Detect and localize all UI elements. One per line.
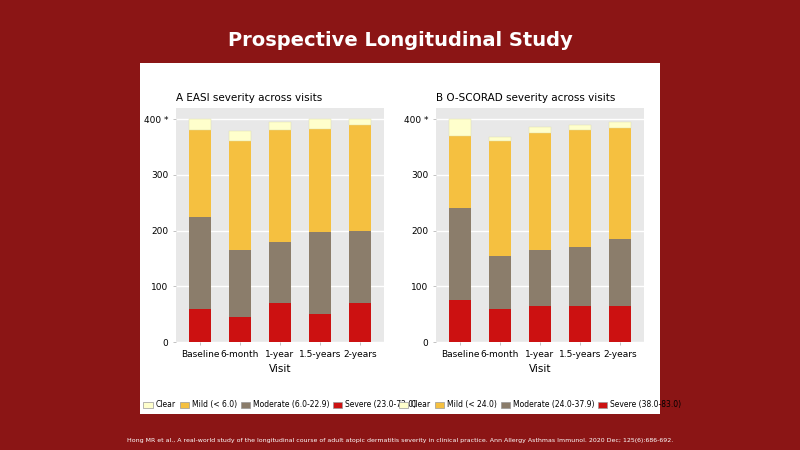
Bar	[349, 303, 371, 342]
Bar	[449, 208, 471, 300]
Bar	[189, 309, 211, 342]
Bar	[189, 130, 211, 216]
Bar	[229, 131, 251, 141]
Bar	[489, 141, 511, 256]
Bar	[229, 317, 251, 342]
Bar	[529, 306, 551, 342]
X-axis label: Visit: Visit	[529, 364, 551, 374]
Bar	[189, 119, 211, 130]
Bar	[569, 248, 591, 306]
Text: A EASI severity across visits: A EASI severity across visits	[176, 93, 322, 103]
Bar	[449, 136, 471, 208]
Bar	[269, 242, 291, 303]
Bar	[309, 232, 331, 314]
Bar	[489, 137, 511, 141]
Bar	[229, 250, 251, 317]
Bar	[309, 314, 331, 342]
Bar	[269, 303, 291, 342]
Bar	[309, 129, 331, 232]
Text: Prospective Longitudinal Study: Prospective Longitudinal Study	[228, 32, 572, 50]
Bar	[529, 127, 551, 133]
Bar	[569, 130, 591, 248]
Text: B O-SCORAD severity across visits: B O-SCORAD severity across visits	[436, 93, 615, 103]
Bar	[609, 127, 631, 239]
Bar	[449, 300, 471, 342]
Bar	[489, 256, 511, 309]
Legend: Clear, Mild (< 6.0), Moderate (6.0-22.9), Severe (23.0-72.0): Clear, Mild (< 6.0), Moderate (6.0-22.9)…	[140, 397, 420, 412]
Bar	[569, 306, 591, 342]
Bar	[229, 141, 251, 250]
Bar	[609, 122, 631, 127]
Bar	[609, 239, 631, 306]
Bar	[529, 133, 551, 250]
Bar	[349, 119, 371, 125]
Bar	[569, 125, 591, 130]
Bar	[449, 119, 471, 136]
Legend: Clear, Mild (< 24.0), Moderate (24.0-37.9), Severe (38.0-83.0): Clear, Mild (< 24.0), Moderate (24.0-37.…	[395, 397, 685, 412]
Bar	[189, 216, 211, 309]
Bar	[609, 306, 631, 342]
Bar	[529, 250, 551, 306]
Bar	[309, 119, 331, 129]
Bar	[349, 125, 371, 230]
Bar	[349, 230, 371, 303]
Bar	[269, 130, 291, 242]
Bar	[269, 122, 291, 130]
X-axis label: Visit: Visit	[269, 364, 291, 374]
Bar	[489, 309, 511, 342]
Text: Hong MR et al., A real-world study of the longitudinal course of adult atopic de: Hong MR et al., A real-world study of th…	[127, 438, 673, 443]
